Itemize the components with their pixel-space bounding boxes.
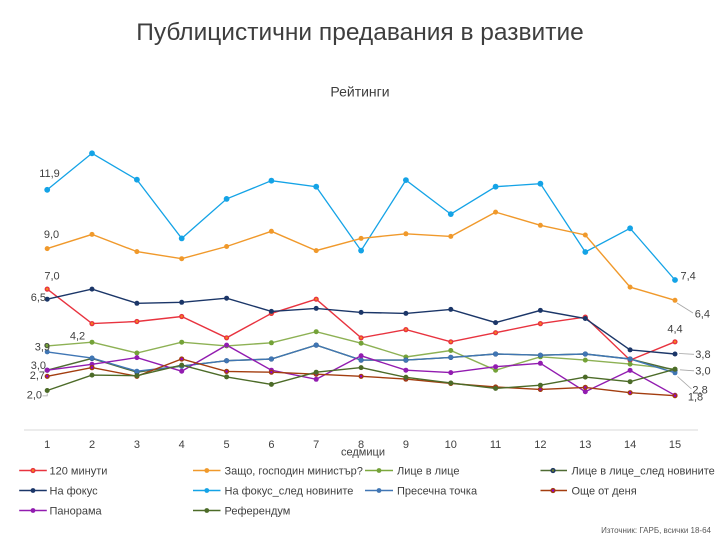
svg-text:Още от деня: Още от деня bbox=[572, 485, 637, 497]
svg-text:Публицистични предавания в раз: Публицистични предавания в развитие bbox=[136, 19, 584, 46]
svg-text:4,4: 4,4 bbox=[667, 324, 682, 336]
svg-text:3,8: 3,8 bbox=[695, 349, 710, 361]
svg-text:4: 4 bbox=[179, 439, 185, 451]
svg-text:5: 5 bbox=[224, 439, 230, 451]
svg-text:9,0: 9,0 bbox=[44, 229, 59, 241]
svg-text:Референдум: Референдум bbox=[225, 505, 291, 517]
svg-text:Панорама: Панорама bbox=[50, 505, 103, 517]
svg-text:На фокус_след новините: На фокус_след новините bbox=[225, 485, 354, 497]
svg-text:7,4: 7,4 bbox=[681, 271, 696, 283]
svg-text:8: 8 bbox=[358, 439, 364, 451]
svg-text:Лице в лице: Лице в лице bbox=[397, 465, 459, 477]
svg-text:Източник: ГАРБ, всички 18-64: Източник: ГАРБ, всички 18-64 bbox=[601, 526, 711, 535]
svg-text:14: 14 bbox=[624, 439, 636, 451]
svg-text:9: 9 bbox=[403, 439, 409, 451]
svg-text:6,5: 6,5 bbox=[31, 292, 46, 304]
svg-text:2,7: 2,7 bbox=[30, 370, 45, 382]
svg-text:1,8: 1,8 bbox=[688, 392, 703, 404]
svg-text:6,4: 6,4 bbox=[695, 309, 710, 321]
svg-text:3: 3 bbox=[134, 439, 140, 451]
svg-text:2: 2 bbox=[89, 439, 95, 451]
svg-text:4,2: 4,2 bbox=[70, 331, 85, 343]
svg-text:7,0: 7,0 bbox=[44, 271, 59, 283]
svg-text:120 минути: 120 минути bbox=[50, 465, 108, 477]
svg-text:На фокус: На фокус bbox=[50, 485, 99, 497]
svg-text:11,9: 11,9 bbox=[39, 168, 60, 180]
svg-text:3,0: 3,0 bbox=[695, 366, 710, 378]
svg-text:15: 15 bbox=[669, 439, 681, 451]
svg-text:3,9: 3,9 bbox=[35, 342, 50, 354]
svg-text:3,0: 3,0 bbox=[31, 360, 46, 372]
svg-text:6: 6 bbox=[268, 439, 274, 451]
svg-text:Лице в лице_след новините: Лице в лице_след новините bbox=[572, 465, 715, 477]
svg-text:2,0: 2,0 bbox=[27, 390, 42, 402]
svg-text:Пресечна точка: Пресечна точка bbox=[397, 485, 478, 497]
svg-text:11: 11 bbox=[490, 439, 501, 451]
svg-text:12: 12 bbox=[534, 439, 546, 451]
svg-text:Защо, господин министър?: Защо, господин министър? bbox=[225, 465, 363, 477]
svg-text:10: 10 bbox=[445, 439, 457, 451]
svg-text:13: 13 bbox=[579, 439, 591, 451]
svg-text:2,8: 2,8 bbox=[692, 385, 707, 397]
svg-text:седмици: седмици bbox=[341, 447, 385, 459]
svg-text:Рейтинги: Рейтинги bbox=[330, 84, 389, 100]
svg-text:1: 1 bbox=[44, 439, 50, 451]
svg-text:7: 7 bbox=[313, 439, 319, 451]
